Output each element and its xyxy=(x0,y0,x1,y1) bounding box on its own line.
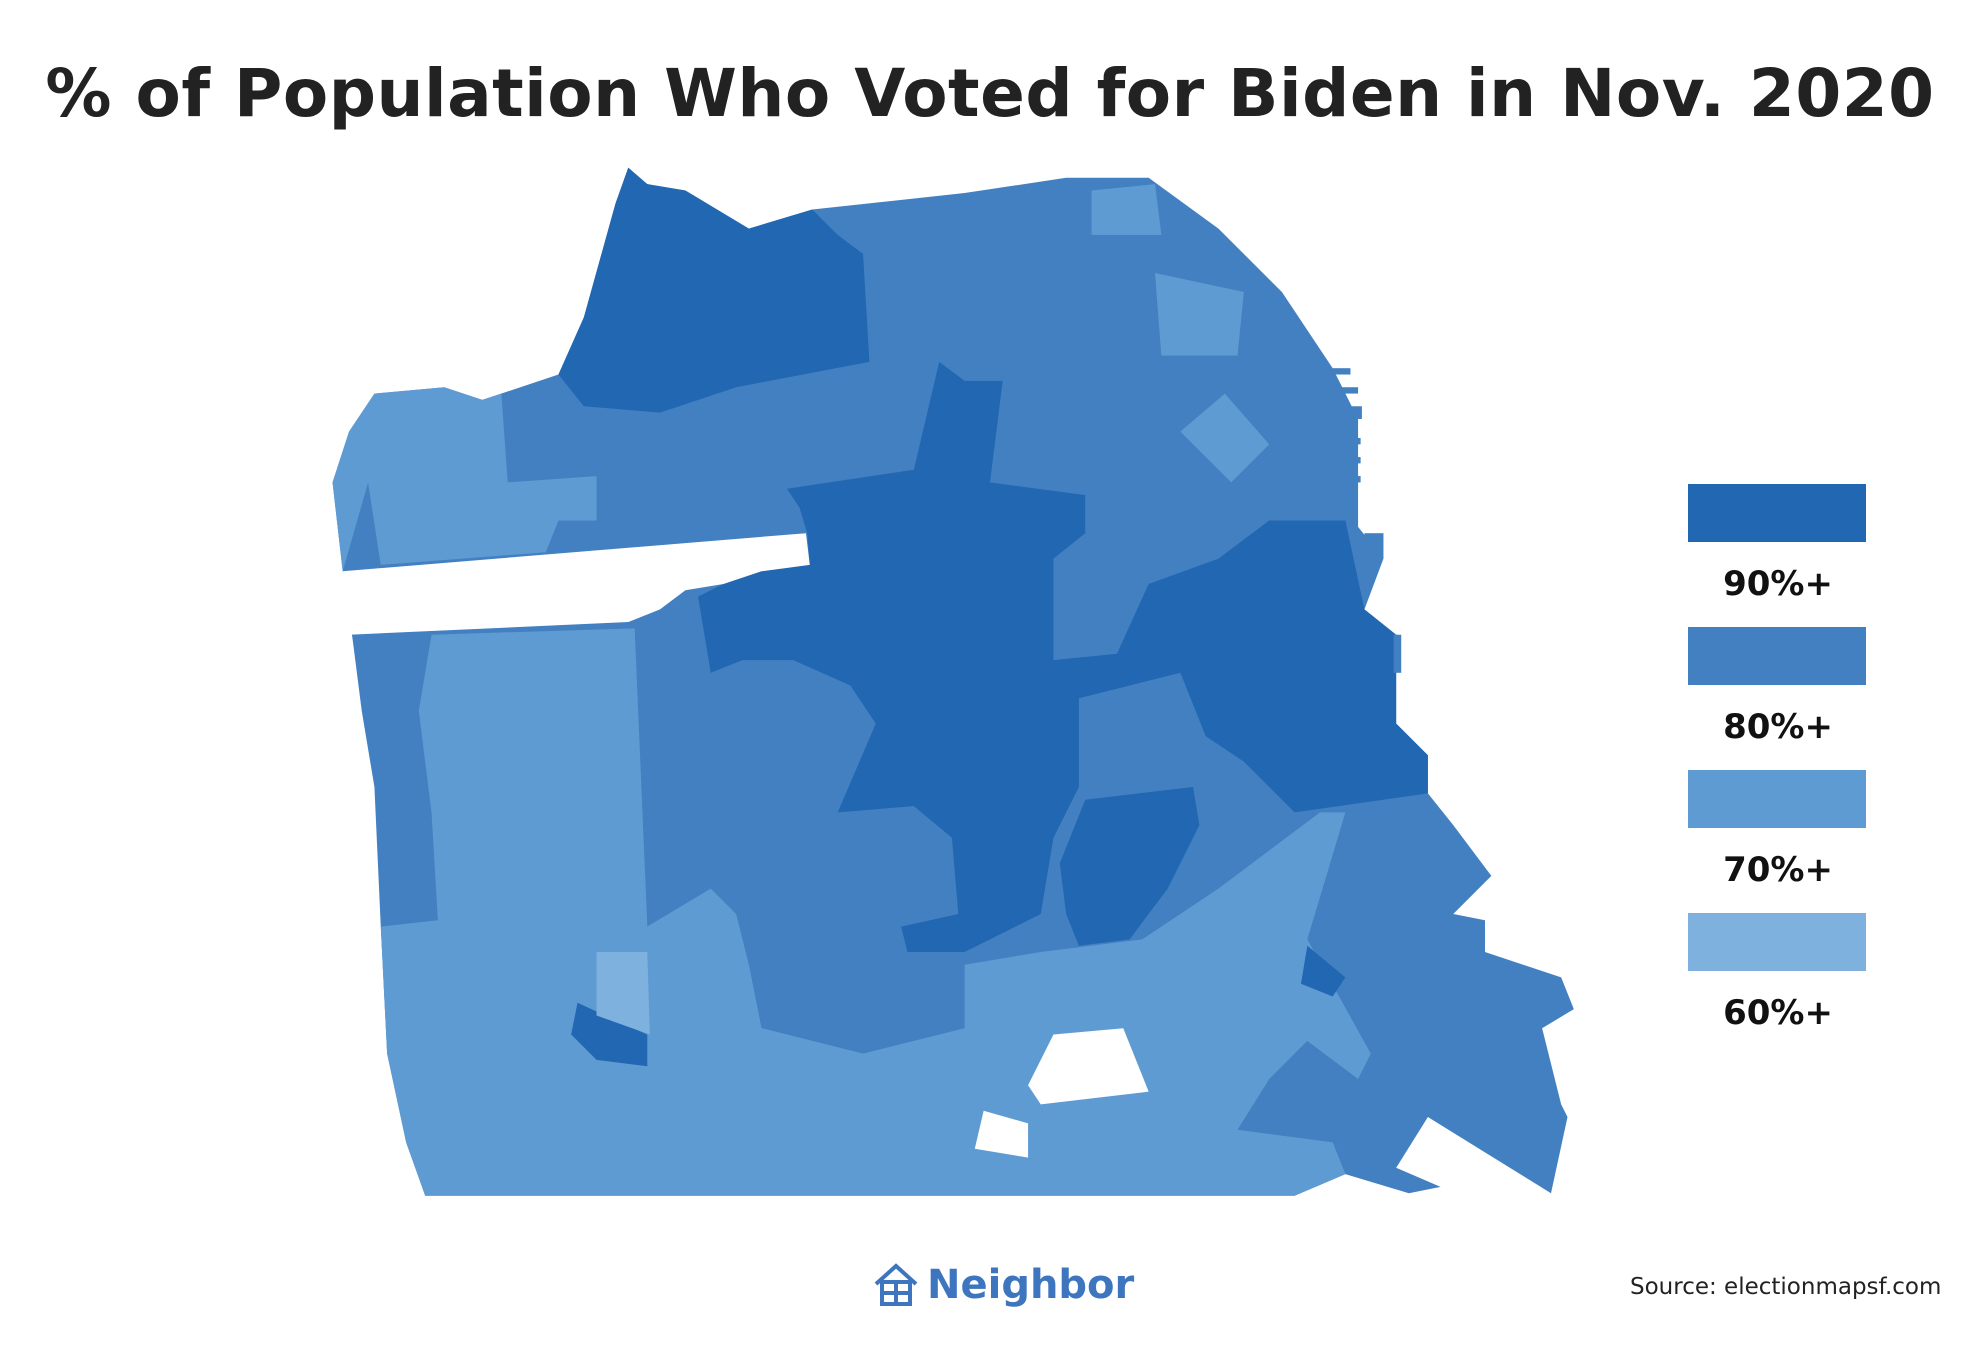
brand-name: Neighbor xyxy=(927,1262,1135,1308)
region-90-north xyxy=(558,167,870,413)
house-icon xyxy=(874,1263,918,1306)
legend-swatch xyxy=(1688,627,1866,685)
legend-swatch xyxy=(1688,913,1866,971)
lake-merced xyxy=(1028,1028,1149,1105)
region-90-small1 xyxy=(571,1002,648,1067)
map-title: % of Population Who Voted for Biden in N… xyxy=(45,55,1935,132)
region-70-ne2 xyxy=(1155,273,1244,356)
region-60 xyxy=(596,952,650,1035)
region-70-ne1 xyxy=(1091,184,1162,235)
lake-small xyxy=(974,1110,1029,1158)
legend-item-70: 70%+ xyxy=(1688,770,1868,913)
neighbor-logo: Neighbor xyxy=(873,1262,1134,1308)
legend: 90%+ 80%+ 70%+ 60%+ xyxy=(1688,484,1868,1056)
legend-swatch xyxy=(1688,484,1866,542)
legend-swatch xyxy=(1688,770,1866,828)
legend-item-80: 80%+ xyxy=(1688,627,1868,770)
legend-label: 70%+ xyxy=(1723,850,1833,890)
piers xyxy=(1332,368,1402,673)
park-gap xyxy=(342,533,810,635)
legend-label: 80%+ xyxy=(1723,707,1833,747)
region-90-small2 xyxy=(1300,945,1346,997)
legend-item-90: 90%+ xyxy=(1688,484,1868,627)
region-90-central xyxy=(698,361,1428,953)
region-70-ne3 xyxy=(1180,393,1270,483)
source-credit: Source: electionmapsf.com xyxy=(1630,1274,1942,1300)
legend-label: 60%+ xyxy=(1723,993,1833,1033)
region-90-bernal xyxy=(1059,787,1200,946)
legend-item-60: 60%+ xyxy=(1688,913,1868,1056)
legend-label: 90%+ xyxy=(1723,564,1833,604)
region-70-richmond xyxy=(332,387,597,572)
